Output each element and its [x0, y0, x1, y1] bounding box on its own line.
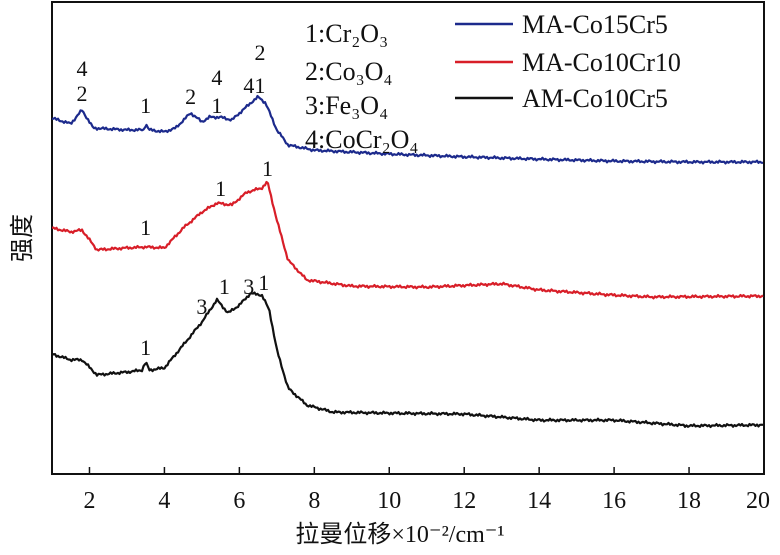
peak-label: 1 [219, 274, 230, 299]
peak-label: 3 [243, 274, 254, 299]
peak-label: 2 [185, 84, 196, 109]
peak-label: 1 [140, 215, 151, 240]
phase-legend-item: 1:Cr₂O₃ [305, 19, 388, 48]
peak-label: 2 [76, 81, 87, 106]
phase-legend-item: 4:CoCr₂O₄ [305, 125, 418, 154]
legend-label: MA-Co15Cr5 [522, 10, 668, 39]
series-line-am-co10cr5 [51, 291, 764, 429]
x-axis-title: 拉曼位移×10⁻²/cm⁻¹ [295, 521, 504, 548]
peak-label: 1 [262, 156, 273, 181]
x-tick-label: 20 [746, 488, 770, 514]
legend-label: MA-Co10Cr10 [522, 48, 681, 77]
x-tick-label: 16 [602, 488, 626, 514]
peak-label: 1 [140, 93, 151, 118]
peak-label: 1 [258, 270, 269, 295]
x-tick-label: 8 [308, 488, 320, 514]
peak-label: 4 [211, 65, 222, 90]
peak-label: 4 [76, 56, 87, 81]
peak-label: 1 [140, 335, 151, 360]
series-layer [51, 94, 764, 429]
legend: 1:Cr₂O₃ 2:Co₃O₄ 3:Fe₃O₄ 4:CoCr₂O₄ MA-Co15Cr5… [305, 10, 681, 154]
x-tick-label: 12 [452, 488, 476, 514]
peak-label: 41 [243, 73, 265, 98]
x-tick-label: 10 [377, 488, 401, 514]
series-line-ma-co10cr10 [51, 180, 764, 300]
peak-label: 3 [196, 294, 207, 319]
plot-frame [51, 1, 765, 475]
x-tick-label: 14 [527, 488, 551, 514]
legend-label: AM-Co10Cr5 [522, 84, 668, 113]
series-line-ma-co15cr5 [51, 94, 763, 165]
x-axis-ticks: 2 4 6 8 10 12 14 16 18 20 [83, 467, 770, 514]
peak-label: 1 [215, 176, 226, 201]
x-tick-label: 4 [158, 488, 170, 514]
peak-label: 2 [254, 40, 265, 65]
phase-legend-item: 3:Fe₃O₄ [305, 91, 388, 120]
x-tick-label: 2 [83, 488, 95, 514]
y-axis-title: 强度 [9, 214, 36, 262]
x-tick-label: 18 [677, 488, 701, 514]
x-tick-label: 6 [233, 488, 245, 514]
phase-legend-item: 2:Co₃O₄ [305, 57, 392, 86]
peak-label: 1 [211, 93, 222, 118]
